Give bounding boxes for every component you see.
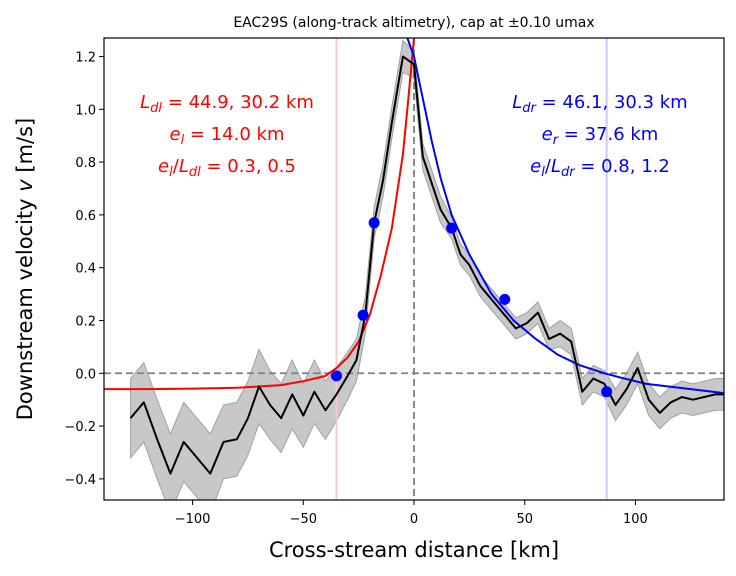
y-axis-label-variable: v [13, 179, 37, 192]
y-tick-label: 1.2 [75, 50, 96, 65]
annotations: Ldl = 44.9, 30.2 km el = 14.0 km el/Ldl = … [140, 92, 688, 180]
key-point [446, 222, 458, 234]
right-annotation-line: er = 37.6 km [542, 124, 659, 148]
right-annotation-line: el/Ldr = 0.8, 1.2 [530, 156, 670, 180]
y-tick-label: 0.2 [75, 314, 96, 329]
y-tick-label: 0.6 [75, 209, 96, 224]
observed-velocity-line [129, 55, 724, 475]
left-annotation-line: Ldl = 44.9, 30.2 km [140, 92, 314, 116]
x-tick-label: 50 [516, 512, 533, 527]
x-tick-label: −50 [290, 512, 317, 527]
x-axis-ticks: −100 −50 0 50 100 [175, 500, 648, 527]
plot-area [104, 38, 724, 500]
y-tick-label: −0.4 [64, 473, 96, 488]
y-axis-label-unit: [m/s] [13, 118, 37, 180]
left-annotation-line: el = 14.0 km [170, 124, 285, 148]
y-tick-label: 0.4 [75, 262, 96, 277]
right-annotation-line: Ldr = 46.1, 30.3 km [512, 92, 687, 116]
y-axis-label-prefix: Downstream velocity [13, 192, 37, 421]
x-tick-label: 100 [623, 512, 648, 527]
left-fit-curve [104, 38, 415, 391]
y-tick-label: 1.0 [75, 103, 96, 118]
left-annotation-line: el/Ldl = 0.3, 0.5 [158, 156, 296, 180]
right-fit-curve [406, 38, 724, 395]
key-point [601, 386, 613, 398]
key-point [331, 370, 342, 382]
key-point [357, 309, 369, 321]
x-tick-label: −100 [175, 512, 211, 527]
y-axis-label: Downstream velocity v [m/s] [13, 118, 37, 421]
key-point [368, 217, 380, 229]
chart-title: EAC29S (along-track altimetry), cap at ±… [233, 15, 594, 31]
y-tick-label: 0.0 [75, 367, 96, 382]
x-axis-label: Cross-stream distance [km] [269, 538, 559, 562]
y-tick-label: −0.2 [64, 420, 96, 435]
x-tick-label: 0 [410, 512, 418, 527]
y-axis-ticks: −0.4 −0.2 0.0 0.2 0.4 0.6 0.8 1.0 1.2 [64, 50, 104, 488]
key-point [499, 293, 511, 305]
y-tick-label: 0.8 [75, 156, 96, 171]
